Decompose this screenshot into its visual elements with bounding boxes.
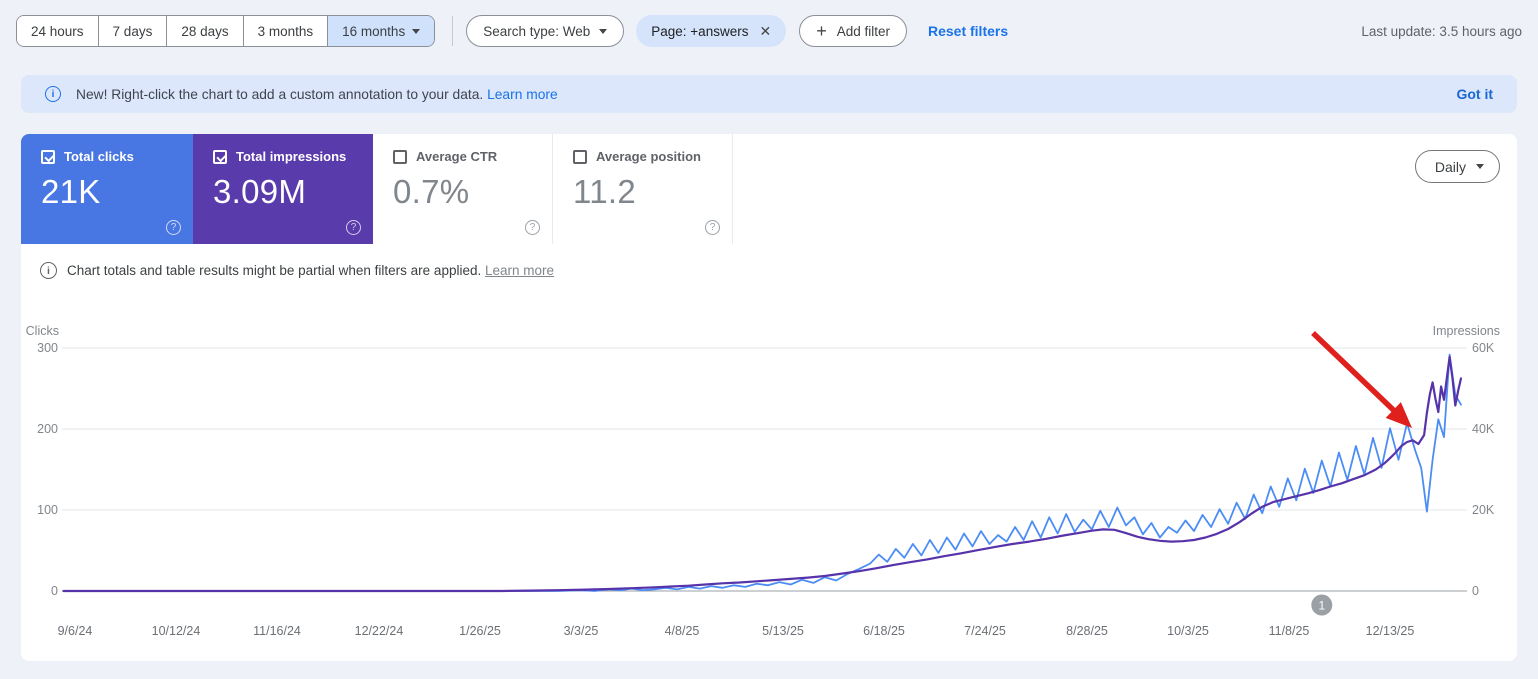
date-range-label: 3 months (257, 23, 314, 39)
metric-value: 21K (41, 173, 101, 210)
tab-total-clicks[interactable]: Total clicks 21K ? (21, 134, 193, 244)
add-filter-button[interactable]: + Add filter (799, 15, 907, 47)
close-icon[interactable]: ✕ (759, 23, 772, 39)
help-icon[interactable]: ? (525, 220, 540, 235)
search-type-dropdown[interactable]: Search type: Web (466, 15, 625, 47)
add-filter-label: Add filter (836, 23, 890, 39)
checkbox-checked-icon[interactable] (213, 149, 227, 164)
info-icon: i (40, 262, 57, 279)
red-arrow-annotation (1311, 331, 1412, 428)
x-axis-ticks: 9/6/24 10/12/24 11/16/24 12/22/24 1/26/2… (58, 624, 1415, 638)
info-icon: i (45, 86, 61, 102)
right-axis-title: Impressions (1433, 324, 1500, 338)
search-type-label: Search type: Web (483, 23, 591, 39)
got-it-button[interactable]: Got it (1456, 86, 1493, 102)
gridlines (62, 347, 1467, 592)
tab-total-impressions[interactable]: Total impressions 3.09M ? (193, 134, 373, 244)
metric-label: Average position (596, 149, 701, 164)
granularity-label: Daily (1434, 158, 1466, 175)
x-tick: 4/8/25 (665, 624, 700, 638)
metric-value: 3.09M (213, 173, 307, 210)
date-range-28-days[interactable]: 28 days (166, 16, 243, 46)
metric-label: Total clicks (64, 149, 134, 164)
reset-filters-button[interactable]: Reset filters (927, 23, 1009, 39)
annotation-marker[interactable]: 1 (1311, 594, 1333, 616)
x-tick: 9/6/24 (58, 624, 93, 638)
left-axis-ticks: 300 200 100 0 (37, 341, 58, 598)
x-tick: 5/13/25 (762, 624, 804, 638)
chart-canvas[interactable]: Clicks Impressions 300 200 100 0 60K 40K… (21, 318, 1517, 648)
date-range-group: 24 hours 7 days 28 days 3 months 16 mont… (16, 15, 436, 47)
metric-label: Average CTR (416, 149, 498, 164)
chevron-down-icon (1476, 164, 1484, 169)
x-tick: 8/28/25 (1066, 624, 1108, 638)
metric-tabs: Total clicks 21K ? Total impressions 3.0… (21, 134, 733, 244)
date-range-7-days[interactable]: 7 days (97, 16, 167, 46)
plus-icon: + (816, 21, 827, 41)
note-message: Chart totals and table results might be … (67, 263, 482, 278)
y-tick: 20K (1472, 503, 1495, 517)
y-tick: 0 (1472, 584, 1479, 598)
performance-chart[interactable]: Clicks Impressions 300 200 100 0 60K 40K… (21, 318, 1517, 648)
date-range-24-hours[interactable]: 24 hours (17, 16, 98, 46)
help-icon[interactable]: ? (346, 220, 361, 235)
right-axis-ticks: 60K 40K 20K 0 (1472, 341, 1495, 598)
partial-data-note: i Chart totals and table results might b… (40, 262, 554, 279)
annotation-banner: i New! Right-click the chart to add a cu… (21, 75, 1517, 113)
note-text: Chart totals and table results might be … (67, 263, 554, 278)
y-tick: 60K (1472, 341, 1495, 355)
x-tick: 10/3/25 (1167, 624, 1209, 638)
x-tick: 10/12/24 (152, 624, 201, 638)
performance-card: Total clicks 21K ? Total impressions 3.0… (21, 134, 1517, 661)
help-icon[interactable]: ? (705, 220, 720, 235)
tab-average-ctr[interactable]: Average CTR 0.7% ? (373, 134, 553, 244)
checkbox-checked-icon[interactable] (41, 149, 55, 164)
tab-average-position[interactable]: Average position 11.2 ? (553, 134, 733, 244)
granularity-dropdown[interactable]: Daily (1414, 150, 1500, 183)
metric-label: Total impressions (236, 149, 347, 164)
checkbox-unchecked-icon[interactable] (573, 149, 587, 164)
x-tick: 11/8/25 (1269, 624, 1310, 638)
help-icon[interactable]: ? (166, 220, 181, 235)
metric-value: 0.7% (393, 173, 470, 210)
last-update-text: Last update: 3.5 hours ago (1361, 23, 1522, 39)
x-tick: 12/13/25 (1366, 624, 1415, 638)
page-filter-chip[interactable]: Page: +answers ✕ (636, 15, 787, 47)
left-axis-title: Clicks (26, 324, 59, 338)
banner-message: New! Right-click the chart to add a cust… (76, 86, 484, 102)
x-tick: 6/18/25 (863, 624, 905, 638)
clicks-line (62, 353, 1462, 592)
y-tick: 300 (37, 341, 58, 355)
metric-value: 11.2 (573, 173, 636, 210)
date-range-label: 16 months (342, 23, 406, 39)
x-tick: 7/24/25 (964, 624, 1006, 638)
banner-text: New! Right-click the chart to add a cust… (76, 87, 558, 102)
x-tick: 1/26/25 (459, 624, 501, 638)
banner-learn-more-link[interactable]: Learn more (487, 86, 558, 102)
y-tick: 100 (37, 503, 58, 517)
top-toolbar: 24 hours 7 days 28 days 3 months 16 mont… (0, 0, 1538, 62)
chevron-down-icon (412, 28, 421, 34)
page-filter-label: Page: +answers (651, 23, 749, 39)
date-range-16-months[interactable]: 16 months (327, 16, 435, 46)
y-tick: 0 (51, 584, 58, 598)
x-tick: 11/16/24 (253, 624, 301, 638)
impressions-line (62, 355, 1463, 593)
y-tick: 40K (1472, 422, 1495, 436)
date-range-label: 28 days (181, 23, 229, 39)
chevron-down-icon (599, 28, 608, 34)
annotation-marker-label: 1 (1318, 599, 1325, 613)
x-tick: 12/22/24 (355, 624, 404, 638)
date-range-3-months[interactable]: 3 months (242, 16, 328, 46)
x-tick: 3/3/25 (564, 624, 599, 638)
checkbox-unchecked-icon[interactable] (393, 149, 407, 164)
note-learn-more-link[interactable]: Learn more (485, 263, 555, 278)
y-tick: 200 (37, 422, 58, 436)
date-range-label: 24 hours (31, 23, 84, 39)
toolbar-divider (452, 16, 454, 46)
date-range-label: 7 days (112, 23, 153, 39)
